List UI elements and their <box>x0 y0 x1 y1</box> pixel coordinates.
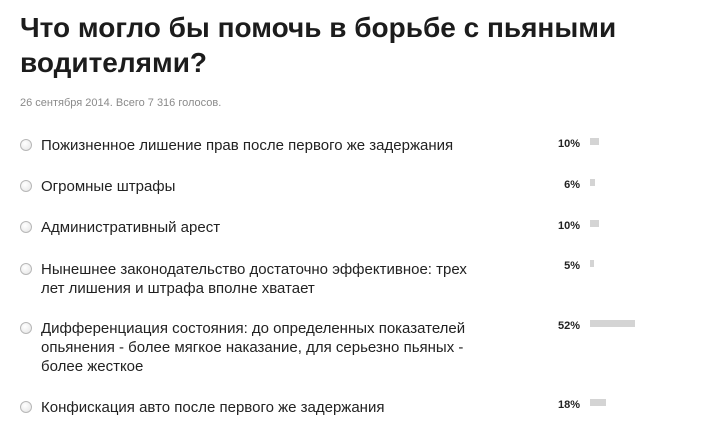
radio-button[interactable] <box>20 180 32 192</box>
option-percent: 5% <box>564 260 580 272</box>
option-label[interactable]: Огромные штрафы <box>41 178 176 195</box>
option-label[interactable]: Нынешнее законодательство достаточно эфф… <box>41 261 467 297</box>
option-percent: 18% <box>557 399 580 411</box>
radio-button[interactable] <box>20 322 32 334</box>
option-percent: 10% <box>557 220 580 232</box>
result-bar <box>590 320 635 327</box>
radio-button[interactable] <box>20 221 32 233</box>
option-percent: 52% <box>557 320 580 332</box>
option-percent: 6% <box>564 179 580 191</box>
result-bar <box>590 138 599 145</box>
result-bar <box>590 220 599 227</box>
poll-meta: 26 сентября 2014. Всего 7 316 голосов. <box>20 97 222 109</box>
option-percent: 10% <box>557 138 580 150</box>
option-label[interactable]: Административный арест <box>41 219 221 236</box>
result-bar <box>590 260 594 267</box>
radio-button[interactable] <box>20 139 32 151</box>
option-label[interactable]: Дифференциация состояния: до определенны… <box>41 320 466 375</box>
radio-button[interactable] <box>20 263 32 275</box>
option-label[interactable]: Пожизненное лишение прав после первого ж… <box>41 137 454 154</box>
option-label[interactable]: Конфискация авто после первого же задерж… <box>41 399 385 416</box>
result-bar <box>590 399 606 406</box>
radio-button[interactable] <box>20 401 32 413</box>
result-bar <box>590 179 595 186</box>
poll-title: Что могло бы помочь в борьбе с пьяными в… <box>20 12 617 78</box>
